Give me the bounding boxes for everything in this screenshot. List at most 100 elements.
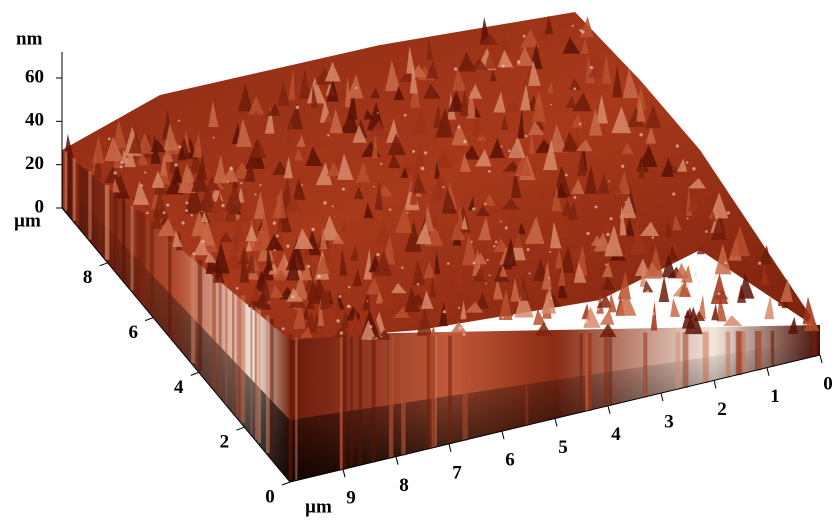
surface-glint	[493, 245, 495, 247]
surface-glint	[201, 211, 203, 213]
surface-glint	[692, 167, 696, 171]
surface-glint	[686, 161, 689, 164]
wall-stripe	[85, 169, 88, 236]
surface-glint	[376, 253, 379, 256]
surface-spike	[711, 273, 728, 304]
surface-glint	[684, 268, 686, 270]
surface-glint	[529, 272, 531, 274]
surface-glint	[389, 208, 391, 210]
surface-glint	[489, 274, 491, 276]
x-tick	[343, 469, 345, 477]
surface-spike	[670, 298, 680, 317]
surface-glint	[714, 275, 718, 279]
surface-glint	[595, 206, 598, 209]
wall-stripe	[73, 159, 76, 221]
surface-glint	[472, 207, 475, 210]
surface-glint	[500, 146, 502, 148]
z-axis-label: nm	[16, 28, 43, 49]
surface-glint	[718, 292, 721, 295]
x-tick-label: 0	[823, 373, 833, 394]
x-tick	[449, 444, 451, 452]
x-tick	[608, 406, 610, 414]
y-tick	[100, 263, 108, 266]
surface-glint	[401, 266, 404, 269]
surface-glint	[676, 144, 679, 147]
x-tick	[820, 355, 822, 363]
x-tick-label: 5	[558, 437, 568, 458]
wall-stripe	[150, 221, 154, 313]
wall-stripe	[99, 180, 102, 252]
surface-glint	[120, 161, 123, 164]
surface-glint	[525, 135, 528, 138]
wall-stripe	[372, 337, 376, 463]
surface-spike	[659, 275, 670, 302]
x-tick-label: 2	[717, 399, 727, 420]
surface-glint	[141, 184, 144, 187]
surface-spike	[788, 317, 798, 334]
x-tick-label: 3	[664, 411, 674, 432]
surface-glint	[424, 151, 427, 154]
surface-spike	[711, 304, 718, 321]
surface-glint	[146, 212, 149, 215]
surface-glint	[166, 203, 169, 206]
wall-stripe	[191, 255, 195, 363]
surface-glint	[585, 320, 588, 323]
surface-glint	[572, 25, 574, 27]
wall-stripe	[258, 309, 261, 443]
surface-glint	[348, 286, 350, 288]
surface-glint	[605, 264, 607, 266]
wall-stripe	[131, 206, 134, 291]
wall-stripe	[219, 277, 222, 396]
surface-glint	[646, 290, 649, 293]
surface-glint	[727, 211, 730, 214]
surface-glint	[488, 170, 491, 173]
surface-glint	[373, 186, 375, 188]
wall-stripe	[579, 334, 582, 413]
surface-glint	[178, 145, 181, 148]
surface-glint	[367, 300, 369, 302]
x-axis-label: µm	[305, 496, 332, 517]
surface-glint	[307, 265, 310, 268]
z-tick-label: 60	[25, 66, 44, 87]
wall-stripe	[212, 272, 216, 389]
y-tick	[236, 427, 244, 430]
wall-stripe	[743, 331, 746, 373]
surface-glint	[724, 262, 727, 265]
surface-glint	[590, 66, 593, 69]
wall-stripe	[105, 185, 109, 260]
surface-glint	[458, 327, 461, 330]
y-tick	[282, 482, 290, 485]
surface-glint	[191, 214, 193, 216]
surface-glint	[301, 184, 303, 186]
surface-glint	[527, 248, 530, 251]
surface-glint	[255, 193, 257, 195]
surface-glint	[296, 106, 300, 110]
surface-glint	[274, 249, 276, 251]
surface-glint	[610, 217, 613, 220]
wall-stripe	[77, 162, 79, 226]
x-tick	[661, 393, 663, 401]
surface-glint	[286, 244, 289, 247]
surface-glint	[369, 325, 372, 328]
wall-stripe	[683, 332, 689, 388]
surface-spike	[651, 301, 658, 330]
x-tick-label: 4	[611, 424, 621, 445]
surface-glint	[651, 312, 654, 315]
surface-glint	[705, 230, 708, 233]
surface-glint	[639, 133, 642, 136]
surface-spike	[764, 296, 774, 320]
wall-stripe	[462, 335, 467, 440]
surface-glint	[687, 218, 689, 220]
surface-glint	[355, 87, 357, 89]
surface-glint	[597, 308, 599, 310]
surface-glint	[471, 241, 473, 243]
y-tick	[145, 318, 153, 321]
wall-stripe	[250, 303, 252, 435]
wall-stripe	[401, 336, 405, 455]
surface-glint	[686, 284, 690, 288]
surface-glint	[485, 283, 487, 285]
surface-glint	[185, 209, 188, 212]
surface-glint	[421, 167, 425, 171]
x-tick-label: 1	[770, 386, 780, 407]
surface-glint	[240, 182, 242, 184]
